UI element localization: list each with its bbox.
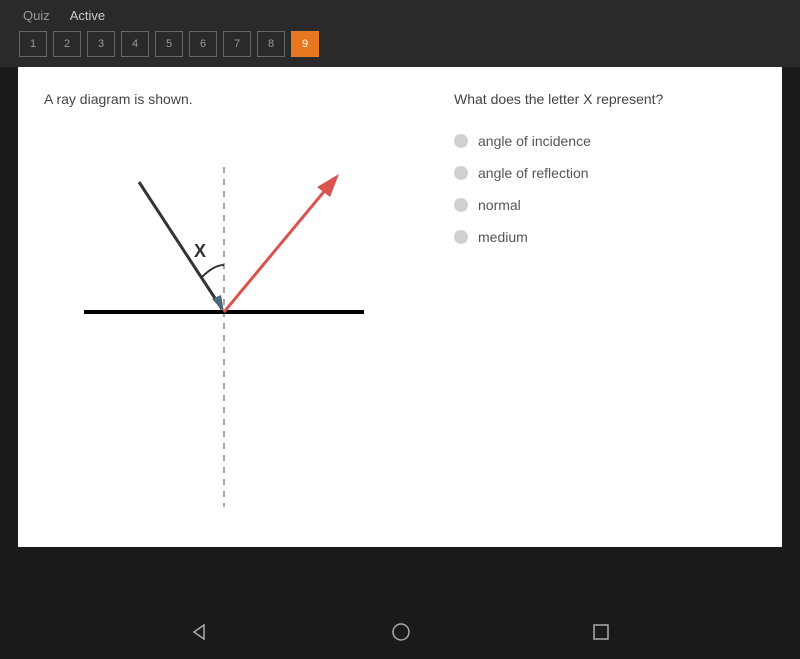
radio-icon [454,166,468,180]
ray-diagram: X [74,137,374,517]
quiz-link[interactable]: Quiz [23,8,50,23]
answers-column: What does the letter X represent? angle … [454,91,756,517]
diagram-column: A ray diagram is shown. [44,91,424,517]
question-btn-8[interactable]: 8 [257,31,285,57]
home-icon[interactable] [391,622,411,647]
question-content: A ray diagram is shown. [18,67,782,547]
recents-icon[interactable] [592,623,610,646]
active-tab: Active [70,8,105,23]
option-label: normal [478,197,521,213]
radio-icon [454,198,468,212]
radio-icon [454,134,468,148]
reflected-arrowhead [317,174,339,197]
prompt-text: A ray diagram is shown. [44,91,424,107]
question-btn-7[interactable]: 7 [223,31,251,57]
question-btn-6[interactable]: 6 [189,31,217,57]
option-c[interactable]: normal [454,193,756,217]
question-text: What does the letter X represent? [454,91,756,107]
option-a[interactable]: angle of incidence [454,129,756,153]
question-btn-9[interactable]: 9 [291,31,319,57]
angle-label: X [194,241,206,261]
back-icon[interactable] [190,622,210,647]
question-btn-4[interactable]: 4 [121,31,149,57]
option-label: medium [478,229,528,245]
question-nav: 1 2 3 4 5 6 7 8 9 [15,31,785,57]
angle-arc [202,265,224,277]
option-label: angle of incidence [478,133,591,149]
quiz-header: Quiz Active 1 2 3 4 5 6 7 8 9 [0,0,800,67]
question-btn-5[interactable]: 5 [155,31,183,57]
question-btn-3[interactable]: 3 [87,31,115,57]
option-b[interactable]: angle of reflection [454,161,756,185]
question-btn-2[interactable]: 2 [53,31,81,57]
breadcrumb: Quiz Active [15,8,785,23]
option-label: angle of reflection [478,165,589,181]
option-d[interactable]: medium [454,225,756,249]
radio-icon [454,230,468,244]
incident-ray [139,182,222,309]
reflected-ray [224,182,332,312]
question-btn-1[interactable]: 1 [19,31,47,57]
device-nav-bar [0,609,800,659]
